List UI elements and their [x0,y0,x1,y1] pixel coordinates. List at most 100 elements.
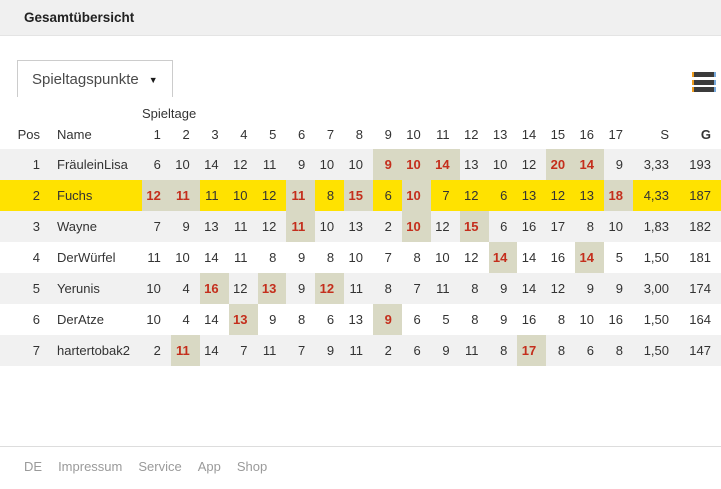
s-cell: 1,50 [643,312,669,327]
points-cell: 14 [204,157,219,172]
column-header-matchday: 2 [182,127,190,142]
points-cell: 12 [261,188,277,203]
position-cell: 5 [32,281,40,296]
toolbar: Spieltagspunkte ▼ [0,36,721,97]
points-cell: 11 [234,219,248,234]
column-header-matchday: 13 [492,127,508,142]
column-header-matchday: 1 [153,127,161,142]
points-cell: 8 [557,312,566,327]
points-cell: 9 [442,343,450,358]
points-cell: 6 [326,312,335,327]
points-cell: 9 [500,312,508,327]
table-row: 3 Wayne 7 9 13 11 12 11 10 13 2 10 12 15 6 16 17 8 10 1,83 1… [0,211,721,242]
points-cell: 9 [298,281,306,296]
points-cell: 6 [586,343,594,358]
points-cell: 12 [233,157,248,172]
total-cell: 181 [689,250,711,265]
footer-link-de[interactable]: DE [24,459,43,474]
points-cell: 16 [521,312,537,327]
points-cell: 7 [413,281,421,296]
chevron-down-icon: ▼ [148,75,158,85]
points-cell: 11 [465,343,479,358]
points-cell: 11 [436,281,450,296]
points-cell: 7 [298,343,306,358]
column-header-s: S [660,127,669,142]
points-cell: 8 [413,250,421,265]
column-header-matchday: 7 [326,127,335,142]
column-header-matchday: 5 [269,127,277,142]
points-cell: 10 [401,180,431,211]
points-cell: 4 [182,312,190,327]
table-row: 7 hartertobak2 2 11 14 7 11 7 9 11 2 6 9 11 8 17 8 6 8 1,50… [0,335,721,366]
points-cell: 8 [615,343,623,358]
total-cell: 193 [689,157,711,172]
view-selector-dropdown[interactable]: Spieltagspunkte ▼ [17,60,173,97]
points-cell: 10 [348,250,363,265]
points-cell: 16 [550,250,566,265]
table-row: 2 Fuchs 12 11 11 10 12 11 8 15 6 10 7 12 6 13 12 13 18 4,33… [0,180,721,211]
points-cell: 12 [142,180,171,211]
points-cell: 8 [586,219,594,234]
points-cell: 10 [608,219,623,234]
menu-bar [692,87,716,92]
total-cell: 187 [689,188,711,203]
column-header-matchday: 3 [211,127,219,142]
points-cell: 8 [269,250,277,265]
footer-link-shop[interactable]: Shop [236,459,268,474]
points-cell: 12 [550,281,566,296]
points-cell: 13 [204,219,219,234]
points-cell: 6 [500,219,508,234]
points-cell: 12 [521,157,537,172]
points-cell: 2 [384,343,392,358]
points-cell: 12 [464,188,479,203]
player-name: FräuleinLisa [57,157,128,172]
s-cell: 3,33 [643,157,669,172]
page-title: Gesamtübersicht [24,10,135,25]
player-name: DerAtze [57,312,104,327]
points-cell: 9 [586,281,594,296]
hamburger-menu-icon[interactable] [692,72,716,92]
points-table: Spieltage Pos Name 1 2 3 4 5 6 7 8 9 10 11 12 13 14 15 16… [0,103,721,366]
column-header-matchday: 9 [384,127,392,142]
points-cell: 8 [384,281,392,296]
s-cell: 1,50 [643,343,669,358]
points-cell: 12 [464,250,479,265]
points-cell: 13 [257,273,287,304]
column-header-matchday: 16 [579,127,594,142]
group-header-spacer [633,103,721,122]
total-cell: 182 [689,219,711,234]
points-cell: 10 [492,157,508,172]
points-cell: 14 [430,149,460,180]
group-header-spieltage: Spieltage [142,106,197,121]
points-cell: 8 [326,188,335,203]
player-name: Wayne [57,219,97,234]
player-name: DerWürfel [57,250,116,265]
footer-link-impressum[interactable]: Impressum [58,459,123,474]
menu-bar [692,72,716,77]
points-cell: 10 [579,312,594,327]
points-cell: 10 [319,157,335,172]
player-name: hartertobak2 [57,343,130,358]
points-cell: 8 [471,312,479,327]
position-cell: 6 [32,312,40,327]
points-cell: 5 [615,250,623,265]
view-selector-label: Spieltagspunkte [32,70,139,88]
points-cell: 8 [298,312,306,327]
points-cell: 9 [182,219,190,234]
points-cell: 13 [348,219,363,234]
points-cell: 7 [240,343,248,358]
points-cell: 13 [228,304,258,335]
footer-link-app[interactable]: App [197,459,221,474]
player-name: Fuchs [57,188,93,203]
points-cell: 12 [315,273,345,304]
points-cell: 9 [269,312,277,327]
points-cell: 12 [261,219,277,234]
group-header-row: Spieltage [0,103,721,122]
points-cell: 12 [550,188,566,203]
points-cell: 17 [550,219,566,234]
footer-link-service[interactable]: Service [138,459,182,474]
points-cell: 20 [546,149,576,180]
column-header-matchday: 15 [550,127,566,142]
points-cell: 16 [199,273,229,304]
